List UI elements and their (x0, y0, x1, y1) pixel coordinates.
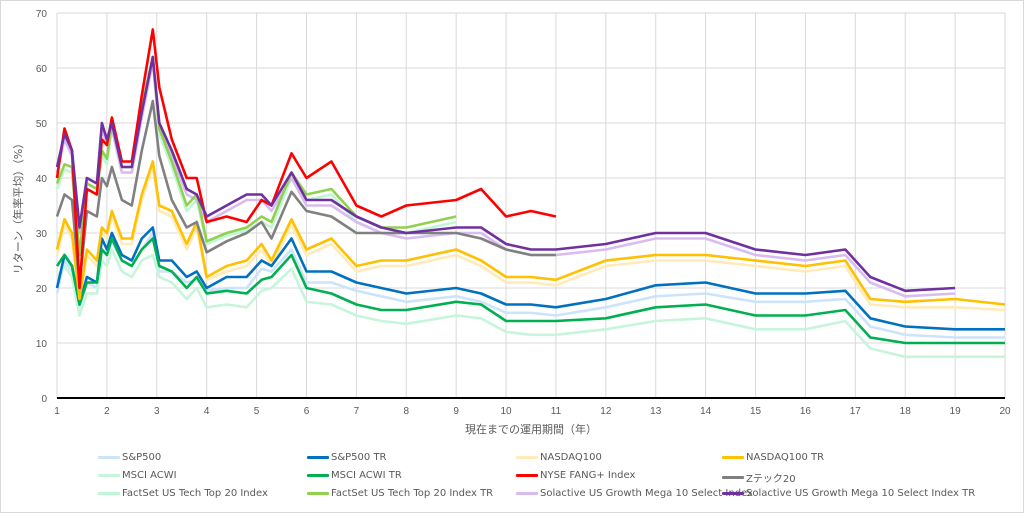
legend-item: MSCI ACWI (98, 470, 177, 481)
legend-label: Solactive US Growth Mega 10 Select Index (540, 488, 753, 499)
legend-swatch (516, 492, 538, 495)
legend-label: Solactive US Growth Mega 10 Select Index… (746, 488, 976, 499)
y-tick-label: 30 (36, 229, 48, 240)
x-tick-label: 10 (500, 406, 512, 417)
legend-label: FactSet US Tech Top 20 Index TR (331, 488, 494, 499)
legend-item: Zテック20 (722, 470, 796, 485)
legend-item: NASDAQ100 TR (722, 452, 824, 463)
y-tick-label: 0 (41, 394, 47, 405)
x-axis-label: 現在までの運用期間（年） (465, 422, 597, 436)
x-tick-label: 16 (800, 406, 812, 417)
legend-swatch (307, 456, 329, 459)
legend-swatch (722, 476, 744, 479)
x-tick-label: 3 (154, 406, 160, 417)
x-tick-label: 17 (850, 406, 862, 417)
series-line-z-20 (55, 99, 556, 287)
legend-item: NYSE FANG+ Index (516, 470, 635, 481)
x-tick-label: 20 (999, 406, 1011, 417)
x-tick-label: 18 (900, 406, 912, 417)
series-line-factset-us-tech-top-20-index-tr (55, 55, 457, 257)
legend-swatch (307, 492, 329, 495)
x-tick-label: 2 (104, 406, 110, 417)
x-tick-label: 15 (750, 406, 762, 417)
legend-label: S&P500 TR (331, 452, 387, 463)
legend-label: Zテック20 (746, 474, 796, 485)
legend-item: FactSet US Tech Top 20 Index TR (307, 488, 493, 499)
legend-item: NASDAQ100 (516, 452, 602, 463)
legend-item: Solactive US Growth Mega 10 Select Index… (722, 488, 975, 499)
x-tick-label: 1 (54, 406, 60, 417)
series-line-solactive-us-growth-mega-10-select-index-tr (55, 55, 956, 293)
legend-label: MSCI ACWI (122, 470, 177, 481)
x-tick-label: 4 (204, 406, 210, 417)
x-tick-label: 7 (354, 406, 360, 417)
y-tick-label: 50 (36, 119, 48, 130)
x-tick-label: 6 (304, 406, 310, 417)
y-tick-label: 70 (36, 9, 48, 20)
x-tick-label: 11 (551, 406, 562, 417)
legend-swatch (98, 474, 120, 477)
legend-label: S&P500 (122, 452, 162, 463)
series-line-msci-acwi-tr (55, 237, 1005, 345)
series-line-msci-acwi (55, 248, 1005, 359)
x-tick-label: 14 (700, 406, 712, 417)
y-tick-label: 40 (36, 174, 48, 185)
legend-swatch (98, 492, 120, 495)
y-tick-label: 60 (36, 64, 48, 75)
x-tick-label: 13 (650, 406, 662, 417)
legend-swatch (516, 456, 538, 459)
legend-label: MSCI ACWI TR (331, 470, 402, 481)
x-tick-label: 5 (254, 406, 260, 417)
legend-label: NASDAQ100 TR (746, 452, 825, 463)
x-tick-label: 9 (453, 406, 459, 417)
legend-label: NYSE FANG+ Index (540, 470, 636, 481)
legend-item: MSCI ACWI TR (307, 470, 402, 481)
x-tick-label: 8 (403, 406, 409, 417)
y-axis-label: リターン（年率平均）（%） (11, 138, 25, 274)
legend-swatch (722, 456, 744, 459)
legend-swatch (98, 456, 120, 459)
y-tick-label: 20 (36, 284, 48, 295)
y-tick-label: 10 (36, 339, 48, 350)
legend-swatch (307, 474, 329, 477)
legend-label: NASDAQ100 (540, 452, 602, 463)
x-tick-label: 19 (950, 406, 962, 417)
x-tick-label: 12 (600, 406, 612, 417)
legend-label: FactSet US Tech Top 20 Index (122, 488, 268, 499)
series-line-s-p500-tr (55, 226, 1005, 331)
legend-item: FactSet US Tech Top 20 Index (98, 488, 268, 499)
legend-item: S&P500 (98, 452, 161, 463)
legend-swatch (516, 474, 538, 477)
legend-item: S&P500 TR (307, 452, 387, 463)
series-line-nasdaq100-tr (55, 160, 1006, 306)
series-lines (55, 28, 1006, 399)
legend-item: Solactive US Growth Mega 10 Select Index (516, 488, 753, 499)
legend-swatch (722, 492, 744, 495)
